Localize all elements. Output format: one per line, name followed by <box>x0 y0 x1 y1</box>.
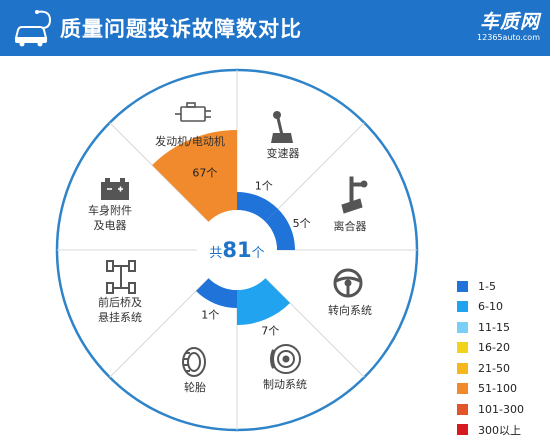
value-label: 7个 <box>261 324 279 337</box>
legend-swatch <box>457 362 468 374</box>
tire-icon <box>182 347 206 377</box>
category-label: 离合器 <box>334 219 367 233</box>
sector-divider <box>264 122 365 223</box>
legend-label: 1-5 <box>478 279 496 293</box>
page-title: 质量问题投诉故障数对比 <box>60 17 302 41</box>
legend-label: 21-50 <box>478 361 510 375</box>
header-bar: 质量问题投诉故障数对比 车质网 12365auto.com <box>0 0 550 56</box>
legend-swatch <box>457 280 468 292</box>
legend-label: 51-100 <box>478 382 517 396</box>
value-label: 5个 <box>293 217 311 230</box>
center-total-prefix: 共 <box>209 246 222 261</box>
brand-logo: 车质网 12365auto.com <box>450 7 540 42</box>
chart-legend: 1-5 6-10 11-15 16-20 21-50 51-100 101-300 300以上 <box>457 276 524 440</box>
sector-7 <box>152 130 237 222</box>
legend-label: 6-10 <box>478 300 503 314</box>
center-total-value: 81 <box>222 238 251 262</box>
legend-label: 300以上 <box>478 423 521 437</box>
category-label: 转向系统 <box>328 303 372 317</box>
category-label: 前后桥及悬挂系统 <box>98 295 142 324</box>
legend-swatch <box>457 301 468 313</box>
legend-item: 6-10 <box>457 297 524 318</box>
legend-item: 16-20 <box>457 338 524 359</box>
sector-1 <box>265 208 295 250</box>
data-sectors <box>152 130 295 325</box>
value-label: 1个 <box>201 309 219 322</box>
legend-item: 300以上 <box>457 420 524 441</box>
car-stethoscope-icon <box>14 10 52 47</box>
center-total-suffix: 个 <box>252 246 265 261</box>
sector-divider <box>109 277 210 378</box>
category-label: 发动机/电动机 <box>155 134 225 148</box>
legend-swatch <box>457 424 468 436</box>
value-labels: 1个 5个 7个 1个 67个 <box>192 166 310 337</box>
legend-swatch <box>457 342 468 354</box>
sector-3 <box>237 278 291 325</box>
brand-url: 12365auto.com <box>477 33 540 42</box>
sector-4 <box>195 278 237 308</box>
brake-disc-icon <box>270 344 301 374</box>
battery-icon <box>101 178 129 200</box>
center-disc <box>197 210 277 290</box>
legend-item: 21-50 <box>457 358 524 379</box>
gear-shifter-icon <box>271 111 293 143</box>
center-total: 共81个 <box>209 238 264 262</box>
legend-item: 1-5 <box>457 276 524 297</box>
legend-item: 51-100 <box>457 379 524 400</box>
legend-label: 16-20 <box>478 341 510 355</box>
value-label: 67个 <box>192 166 217 179</box>
clutch-pedal-icon <box>341 176 368 214</box>
legend-item: 11-15 <box>457 317 524 338</box>
legend-label: 11-15 <box>478 320 510 334</box>
legend-swatch <box>457 321 468 333</box>
legend-swatch <box>457 383 468 395</box>
value-label: 1个 <box>255 179 273 192</box>
axle-icon <box>106 260 136 294</box>
category-label: 制动系统 <box>263 378 307 391</box>
sector-0 <box>237 192 279 222</box>
brand-name: 车质网 <box>479 11 540 33</box>
steering-wheel-icon <box>333 268 363 298</box>
legend-item: 101-300 <box>457 399 524 420</box>
category-label: 变速器 <box>267 146 300 160</box>
category-label: 轮胎 <box>184 380 206 394</box>
engine-icon <box>175 102 211 122</box>
legend-swatch <box>457 403 468 415</box>
category-label: 车身附件及电器 <box>88 203 132 232</box>
legend-label: 101-300 <box>478 402 524 416</box>
